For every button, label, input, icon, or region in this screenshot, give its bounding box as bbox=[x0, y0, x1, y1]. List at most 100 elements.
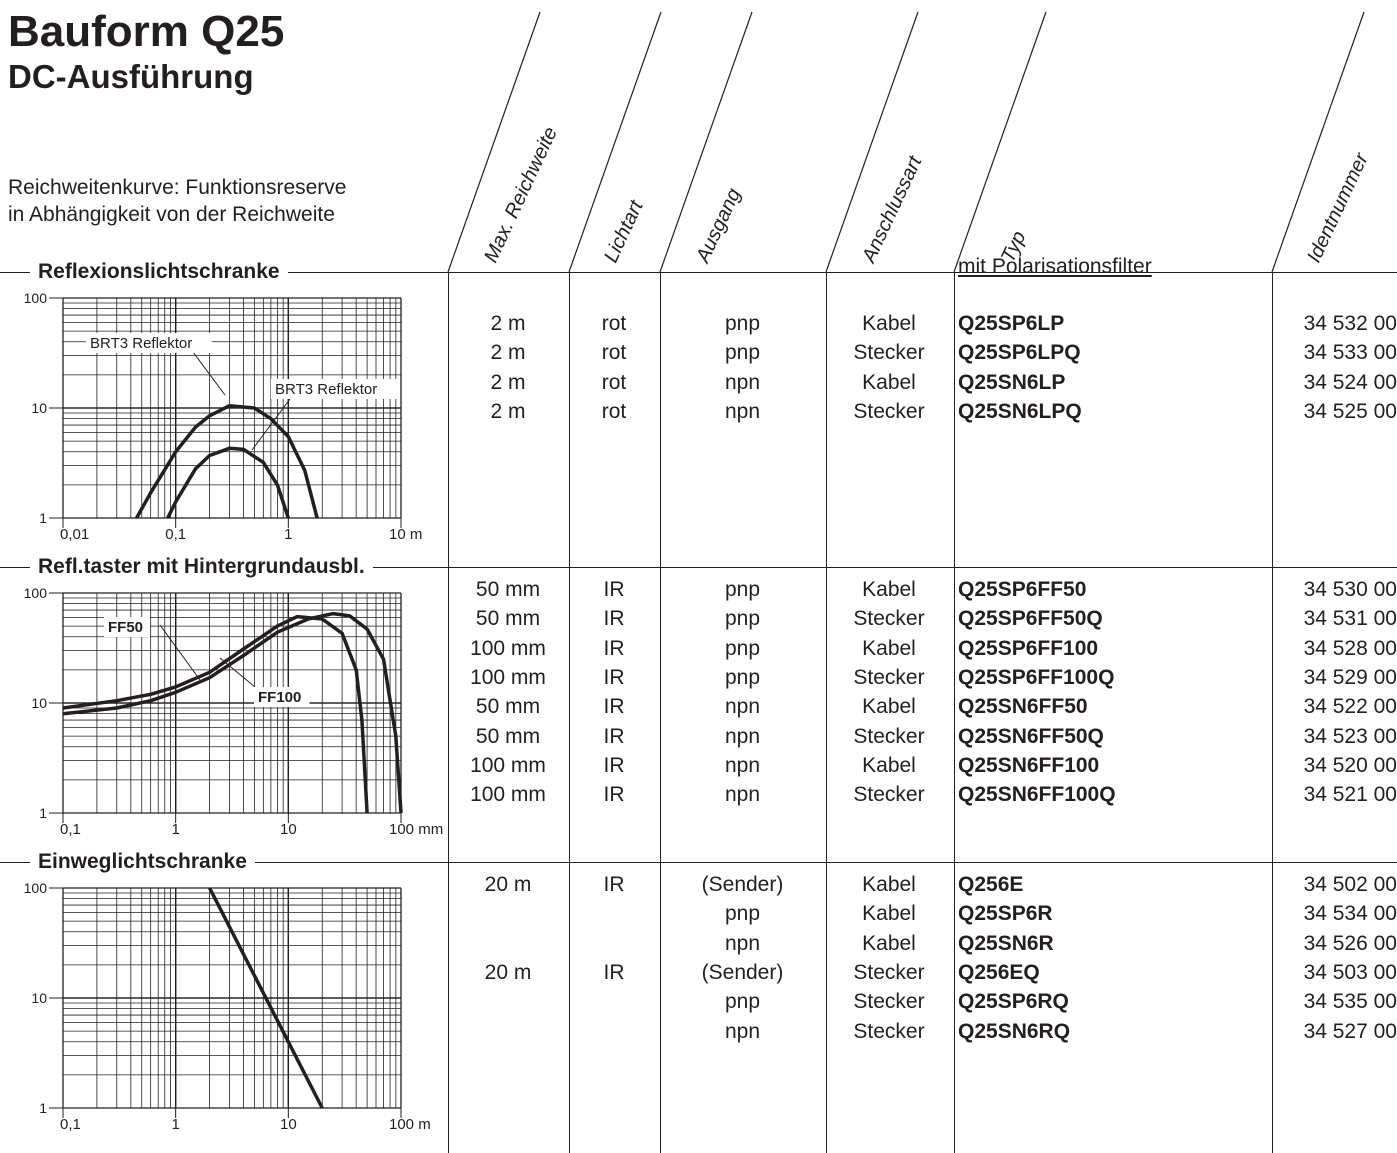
cell-conn: Kabel bbox=[862, 931, 916, 955]
cell-id: 34 522 00 bbox=[1303, 695, 1397, 719]
cell-id: 34 532 00 bbox=[1303, 312, 1397, 335]
cell-output: pnp bbox=[724, 902, 761, 926]
series-line bbox=[208, 887, 324, 1109]
y-tick-label: 100 bbox=[24, 290, 48, 306]
x-tick-label: 100 mm bbox=[389, 821, 443, 838]
cell-light: IR bbox=[603, 578, 625, 601]
y-tick-label: 1 bbox=[39, 805, 47, 821]
cell-conn: Stecker bbox=[853, 990, 925, 1014]
cell-id: 34 528 00 bbox=[1303, 636, 1397, 660]
series-line bbox=[62, 614, 369, 814]
chart-annotation: BRT3 Reflektor bbox=[90, 335, 192, 352]
table-row: npn Stecker Q25SN6RQ 34 527 00 bbox=[448, 1017, 1397, 1046]
cell-light: rot bbox=[601, 370, 627, 394]
cell-output: npn bbox=[724, 931, 761, 955]
table-row: 100 mm IR npn Stecker Q25SN6FF100Q 34 521 00 bbox=[448, 780, 1397, 809]
chart-grid bbox=[62, 887, 402, 1109]
cell-light: rot bbox=[601, 399, 627, 423]
cell-typ: Q25SP6FF50Q bbox=[958, 607, 1103, 631]
cell-typ: Q256EQ bbox=[958, 960, 1040, 984]
cell-light: IR bbox=[603, 665, 625, 689]
x-tick-label: 0,1 bbox=[60, 821, 81, 838]
cell-id: 34 527 00 bbox=[1303, 1019, 1397, 1043]
table-row: pnp Kabel Q25SP6R 34 534 00 bbox=[448, 899, 1397, 928]
cell-conn: Kabel bbox=[862, 636, 916, 660]
range-chart-reflex: 1 10 100 0,01 0,1 1 10 m BRT3 Reflektor BRT3 Ref… bbox=[24, 290, 423, 543]
cell-light: IR bbox=[603, 873, 625, 896]
cell-typ: Q256E bbox=[958, 873, 1024, 896]
y-tick-label: 100 bbox=[24, 585, 48, 601]
cell-reach: 50 mm bbox=[475, 695, 541, 719]
cell-typ: Q25SP6RQ bbox=[958, 990, 1069, 1014]
header-separator bbox=[825, 11, 919, 273]
cell-conn: Stecker bbox=[853, 1019, 925, 1043]
cell-light: rot bbox=[601, 341, 627, 365]
annotation-bg bbox=[271, 379, 397, 399]
intro-line-2: in Abhängigkeit von der Reichweite bbox=[8, 203, 335, 226]
header-separator bbox=[447, 11, 541, 273]
cell-id: 34 523 00 bbox=[1303, 724, 1397, 748]
cell-typ: Q25SP6FF50 bbox=[958, 578, 1087, 601]
cell-conn: Stecker bbox=[853, 960, 925, 984]
cell-conn: Stecker bbox=[853, 724, 925, 748]
section-title-reflex: Reflexionslichtschranke bbox=[30, 259, 288, 285]
range-chart-through-beam: 1 10 100 0,1 1 10 100 m bbox=[24, 880, 431, 1133]
cell-output: npn bbox=[724, 753, 761, 777]
cell-output: pnp bbox=[724, 607, 761, 631]
cell-id: 34 535 00 bbox=[1303, 990, 1397, 1014]
header-separator bbox=[953, 11, 1047, 273]
table-row: 50 mm IR pnp Kabel Q25SP6FF50 34 530 00 bbox=[448, 575, 1397, 604]
y-tick-label: 1 bbox=[39, 510, 47, 526]
cell-id: 34 529 00 bbox=[1303, 665, 1397, 689]
cell-output: pnp bbox=[724, 312, 761, 335]
cell-output: npn bbox=[724, 370, 761, 394]
cell-light: IR bbox=[603, 636, 625, 660]
cell-reach: 20 m bbox=[484, 960, 532, 984]
table-rule bbox=[448, 862, 1397, 863]
table-row: 2 m rot npn Stecker Q25SN6LPQ 34 525 00 bbox=[448, 397, 1397, 426]
cell-reach: 100 mm bbox=[470, 665, 546, 689]
header-separator bbox=[659, 11, 753, 273]
cell-id: 34 520 00 bbox=[1303, 753, 1397, 777]
cell-id: 34 533 00 bbox=[1303, 341, 1397, 365]
cell-typ: Q25SN6FF50 bbox=[958, 695, 1088, 719]
table-row: 20 m IR (Sender) Stecker Q256EQ 34 503 00 bbox=[448, 958, 1397, 987]
table-row: pnp Stecker Q25SP6RQ 34 535 00 bbox=[448, 987, 1397, 1016]
header-separator bbox=[1271, 11, 1365, 273]
annotation-leader bbox=[251, 398, 291, 451]
cell-id: 34 531 00 bbox=[1303, 607, 1397, 631]
table-row: 100 mm IR pnp Stecker Q25SP6FF100Q 34 529 00 bbox=[448, 663, 1397, 692]
x-tick-label: 10 bbox=[280, 1116, 297, 1133]
cell-conn: Kabel bbox=[862, 753, 916, 777]
cell-output: npn bbox=[724, 695, 761, 719]
cell-typ: Q25SN6R bbox=[958, 931, 1054, 955]
x-tick-label: 10 m bbox=[389, 526, 422, 543]
cell-typ: Q25SP6LPQ bbox=[958, 341, 1081, 365]
cell-reach: 2 m bbox=[490, 312, 526, 335]
cell-conn: Kabel bbox=[862, 370, 916, 394]
cell-conn: Stecker bbox=[853, 665, 925, 689]
cell-id: 34 503 00 bbox=[1303, 960, 1397, 984]
cell-conn: Stecker bbox=[853, 399, 925, 423]
cell-reach: 20 m bbox=[484, 873, 532, 896]
cell-reach: 100 mm bbox=[470, 753, 546, 777]
x-tick-label: 1 bbox=[171, 821, 179, 838]
cell-conn: Stecker bbox=[853, 783, 925, 807]
cell-output: pnp bbox=[724, 341, 761, 365]
cell-conn: Stecker bbox=[853, 607, 925, 631]
annotation-leader bbox=[219, 657, 256, 688]
cell-typ: Q25SP6R bbox=[958, 902, 1053, 926]
x-tick-label: 0,1 bbox=[60, 1116, 81, 1133]
series-line bbox=[135, 403, 319, 519]
table-row: 50 mm IR npn Kabel Q25SN6FF50 34 522 00 bbox=[448, 692, 1397, 721]
table-row: 20 m IR (Sender) Kabel Q256E 34 502 00 bbox=[448, 870, 1397, 899]
table-row: npn Kabel Q25SN6R 34 526 00 bbox=[448, 929, 1397, 958]
cell-typ: Q25SP6FF100 bbox=[958, 636, 1099, 660]
header-separators bbox=[447, 11, 1365, 273]
cell-output: pnp bbox=[724, 665, 761, 689]
y-tick-label: 10 bbox=[31, 695, 47, 711]
table-row: 2 m rot pnp Stecker Q25SP6LPQ 34 533 00 bbox=[448, 338, 1397, 367]
cell-id: 34 525 00 bbox=[1303, 399, 1397, 423]
cell-typ: Q25SN6FF50Q bbox=[958, 724, 1104, 748]
cell-reach: 50 mm bbox=[475, 607, 541, 631]
